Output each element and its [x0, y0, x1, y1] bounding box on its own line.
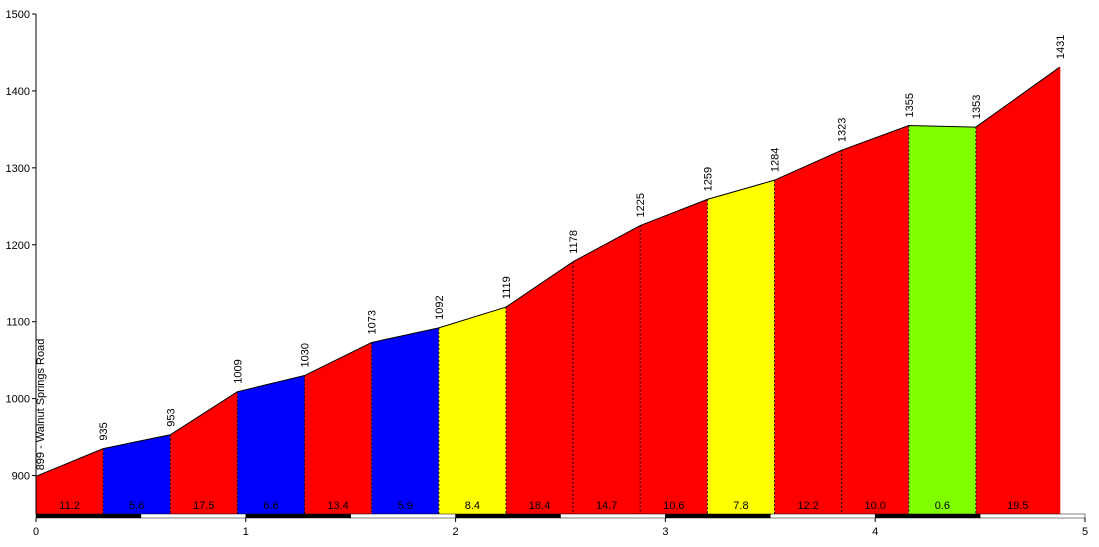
elevation-label: 1030	[300, 343, 312, 367]
segment-dividers	[35, 66, 1061, 514]
grade-label: 10.0	[864, 500, 885, 512]
elevation-label: 1073	[367, 310, 379, 334]
x-axis-bar-segment	[245, 513, 351, 519]
profile-line	[35, 66, 1061, 477]
x-axis-bar-segment	[770, 513, 876, 519]
x-axis-bar-segment	[979, 513, 1086, 519]
segment-fill	[640, 199, 708, 514]
grade-label: 14.7	[596, 500, 617, 512]
y-tick-label: 1000	[6, 394, 30, 406]
segment-fill	[774, 150, 842, 514]
x-axis-bar-segment	[560, 513, 666, 519]
grade-label: 0.6	[935, 500, 950, 512]
elevation-label: 1284	[769, 148, 781, 172]
x-axis-bar-segment	[665, 513, 771, 519]
segment-fill	[304, 342, 372, 514]
elevation-label: 1431	[1055, 35, 1067, 59]
x-tick-label: 1	[243, 526, 249, 538]
grade-label: 17.5	[193, 500, 214, 512]
segment-fill	[103, 434, 171, 514]
segment-fill	[371, 327, 439, 514]
y-tick-label: 1400	[6, 86, 30, 98]
elevation-label: 1353	[971, 95, 983, 119]
segment-fill	[707, 180, 775, 514]
elevation-label: 1009	[232, 359, 244, 383]
x-tick-label: 4	[872, 526, 878, 538]
grade-label: 13.4	[327, 500, 348, 512]
y-tick-label: 1200	[6, 240, 30, 252]
grade-label: 11.2	[59, 500, 80, 512]
y-tick-label: 900	[12, 471, 30, 483]
segment-fill	[36, 448, 104, 514]
segment-fill	[975, 67, 1060, 515]
segment-fill	[505, 261, 574, 514]
y-tick-label: 1500	[6, 9, 30, 21]
elevation-label: 1178	[568, 230, 580, 254]
y-tick-label: 1100	[6, 317, 30, 329]
x-axis-bar-segment	[455, 513, 561, 519]
elevation-label: 1355	[904, 93, 916, 117]
point-labels: 899 - Walnut Springs Road 935 953 1009 1030 1…	[35, 35, 1067, 471]
segment-fill	[170, 391, 238, 514]
x-tick-label: 0	[33, 526, 39, 538]
grade-label: 19.5	[1007, 500, 1028, 512]
grade-label: 12.2	[797, 500, 818, 512]
grade-labels: 11.2 5.6 17.5 6.6 13.4 5.9 8.4 18.4 14.7 10.6 7.8 1…	[59, 500, 1028, 512]
elevation-label: 935	[98, 422, 110, 440]
elevation-label: 1092	[434, 295, 446, 319]
grade-label: 10.6	[663, 500, 684, 512]
segment-fill	[908, 125, 976, 515]
segment-fill	[573, 225, 641, 515]
x-axis-bar-segment	[874, 513, 981, 519]
segment-fill	[438, 307, 506, 514]
start-label: 899 - Walnut Springs Road	[35, 339, 47, 471]
grade-label: 6.6	[263, 500, 278, 512]
x-axis-bar-segment	[35, 513, 142, 519]
segment-fill	[841, 125, 909, 515]
x-tick-label: 5	[1082, 526, 1088, 538]
segment-fills	[36, 67, 1060, 515]
x-tick-label: 2	[453, 526, 459, 538]
x-tick-label: 3	[662, 526, 668, 538]
elevation-label: 953	[165, 408, 177, 426]
grade-label: 8.4	[465, 500, 480, 512]
grade-label: 5.9	[398, 500, 413, 512]
elevation-label: 1119	[501, 276, 513, 299]
x-axis-bar-segment	[140, 513, 247, 519]
elevation-label: 1225	[635, 193, 647, 217]
axes: 900 1000 1100 1200 1300 1400 1500 0 1 2 3 4 5	[6, 9, 1089, 538]
segment-fill	[237, 375, 305, 514]
y-tick-label: 1300	[6, 163, 30, 175]
x-axis-bar-segment	[350, 513, 456, 519]
grade-label: 18.4	[529, 500, 550, 512]
grade-label: 5.6	[129, 500, 144, 512]
elevation-label: 1323	[837, 118, 849, 142]
grade-label: 7.8	[733, 500, 748, 512]
elevation-label: 1259	[702, 167, 714, 191]
